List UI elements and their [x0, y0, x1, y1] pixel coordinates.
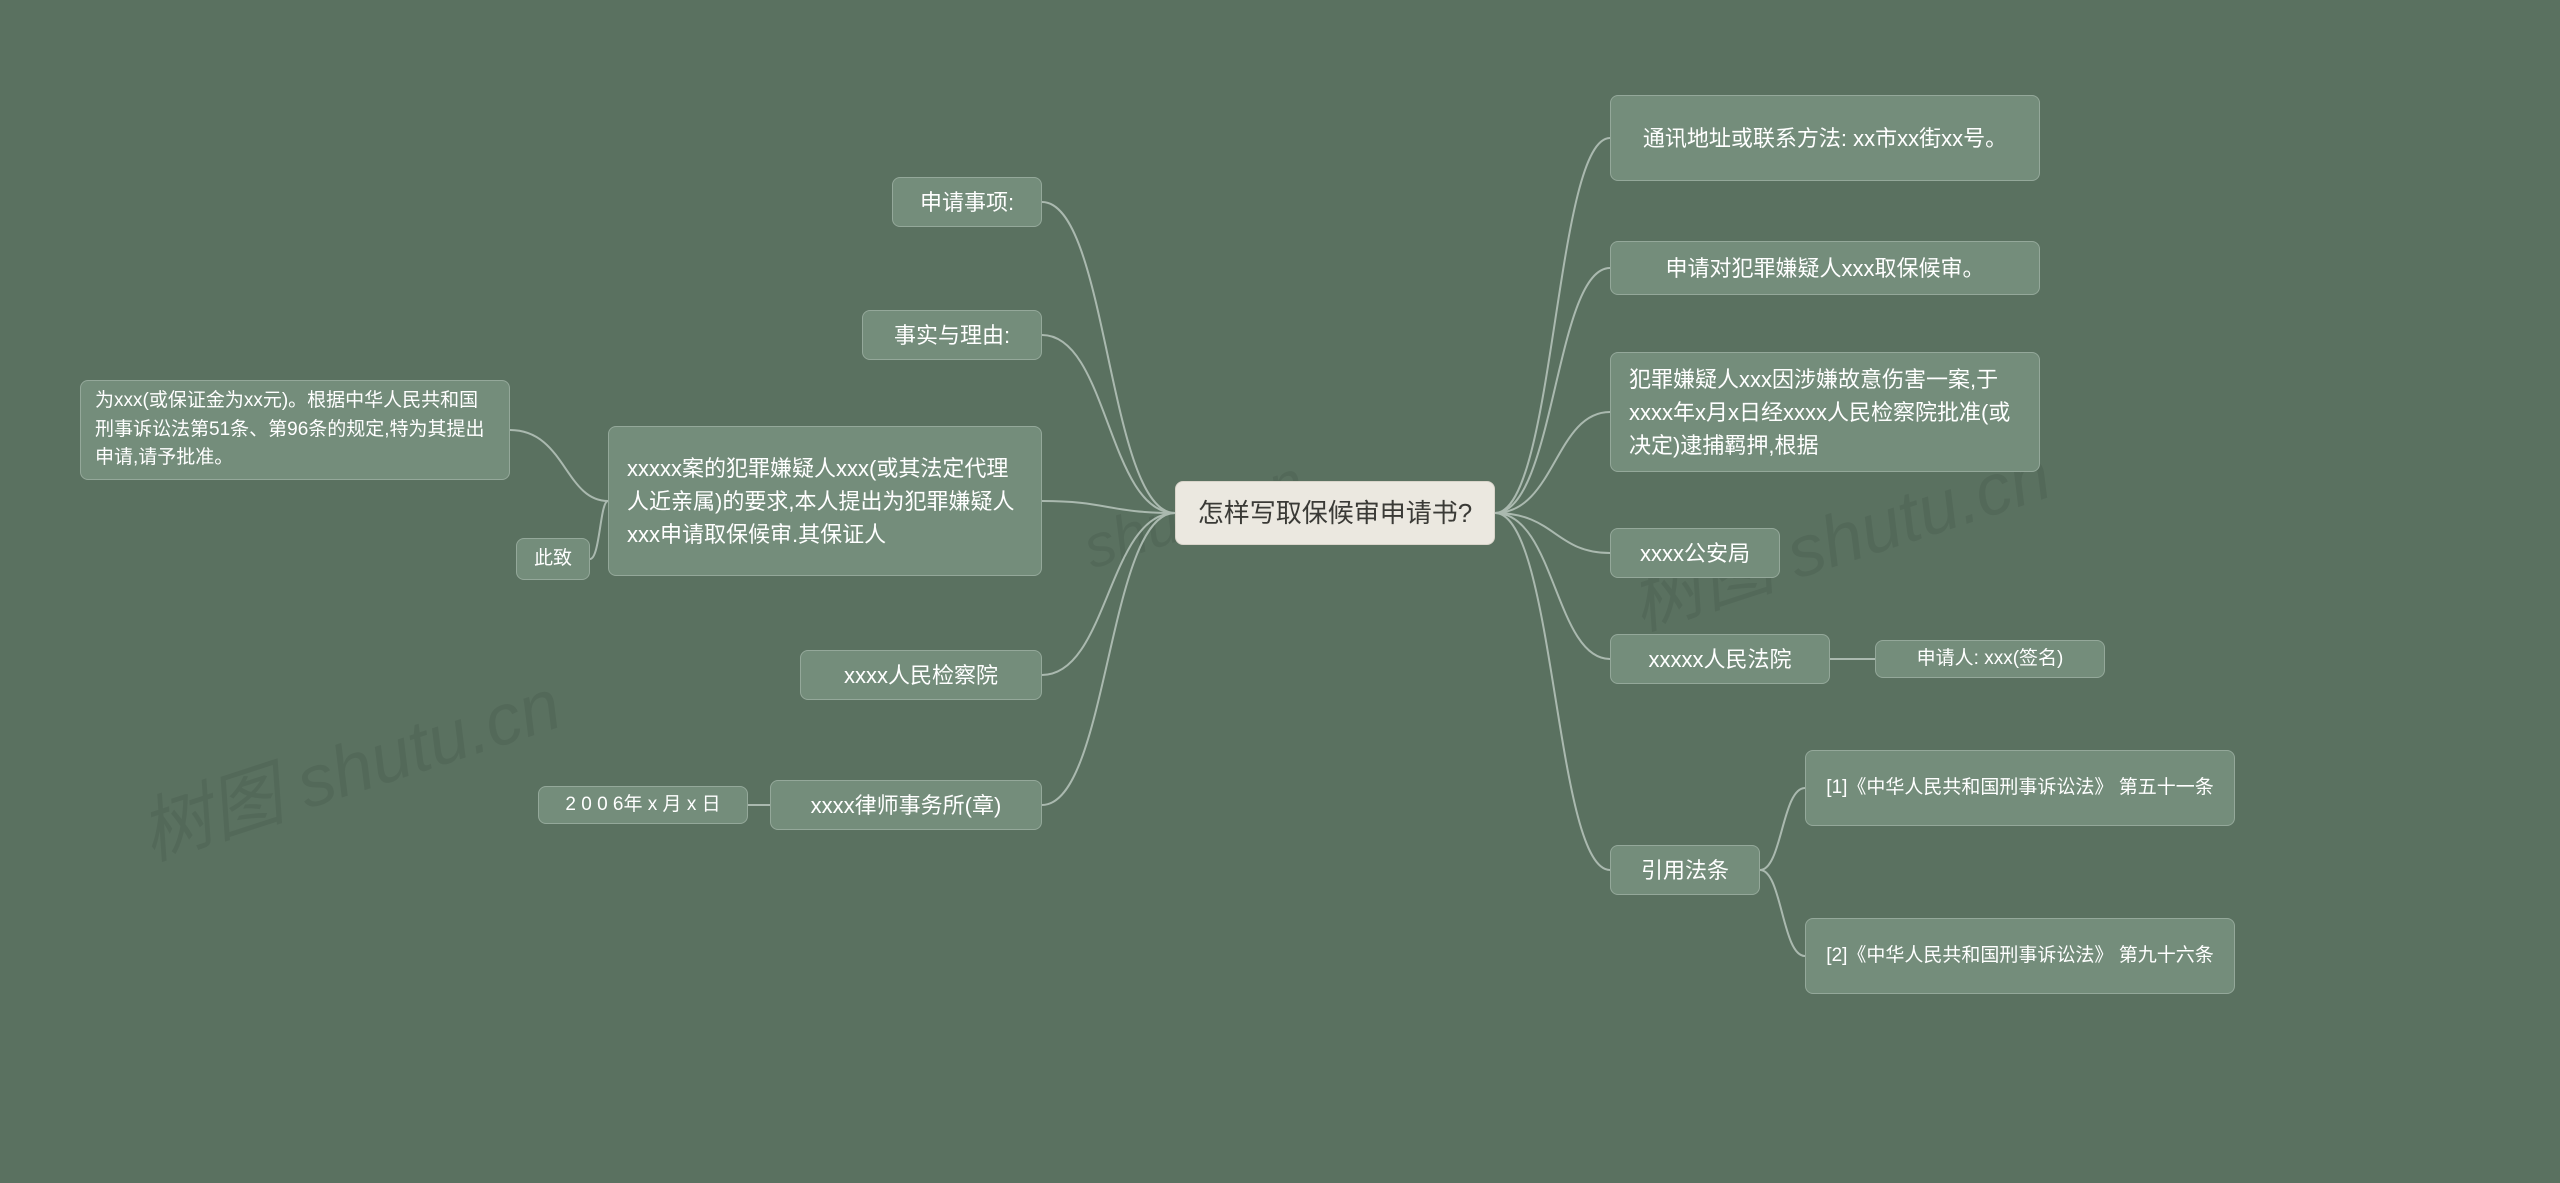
node-r6b[interactable]: [2]《中华人民共和国刑事诉讼法》 第九十六条 — [1805, 918, 2235, 994]
node-l1[interactable]: 申请事项: — [892, 177, 1042, 227]
node-l3[interactable]: xxxxx案的犯罪嫌疑人xxx(或其法定代理人近亲属)的要求,本人提出为犯罪嫌疑… — [608, 426, 1042, 576]
node-r5a[interactable]: 申请人: xxx(签名) — [1875, 640, 2105, 678]
node-l2[interactable]: 事实与理由: — [862, 310, 1042, 360]
node-l3b[interactable]: 此致 — [516, 538, 590, 580]
node-l4[interactable]: xxxx人民检察院 — [800, 650, 1042, 700]
node-r4[interactable]: xxxx公安局 — [1610, 528, 1780, 578]
node-r3[interactable]: 犯罪嫌疑人xxx因涉嫌故意伤害一案,于xxxx年x月x日经xxxx人民检察院批准… — [1610, 352, 2040, 472]
node-r6a[interactable]: [1]《中华人民共和国刑事诉讼法》 第五十一条 — [1805, 750, 2235, 826]
mindmap-root[interactable]: 怎样写取保候审申请书? — [1175, 481, 1495, 545]
node-r6[interactable]: 引用法条 — [1610, 845, 1760, 895]
connectors — [0, 0, 2560, 1183]
node-l5[interactable]: xxxx律师事务所(章) — [770, 780, 1042, 830]
node-r1[interactable]: 通讯地址或联系方法: xx市xx街xx号。 — [1610, 95, 2040, 181]
node-r2[interactable]: 申请对犯罪嫌疑人xxx取保候审。 — [1610, 241, 2040, 295]
watermark: 树图 shutu.cn — [124, 645, 571, 880]
node-l5a[interactable]: 2 0 0 6年 x 月 x 日 — [538, 786, 748, 824]
node-r5[interactable]: xxxxx人民法院 — [1610, 634, 1830, 684]
node-l3a[interactable]: 为xxx(或保证金为xx元)。根据中华人民共和国刑事诉讼法第51条、第96条的规… — [80, 380, 510, 480]
